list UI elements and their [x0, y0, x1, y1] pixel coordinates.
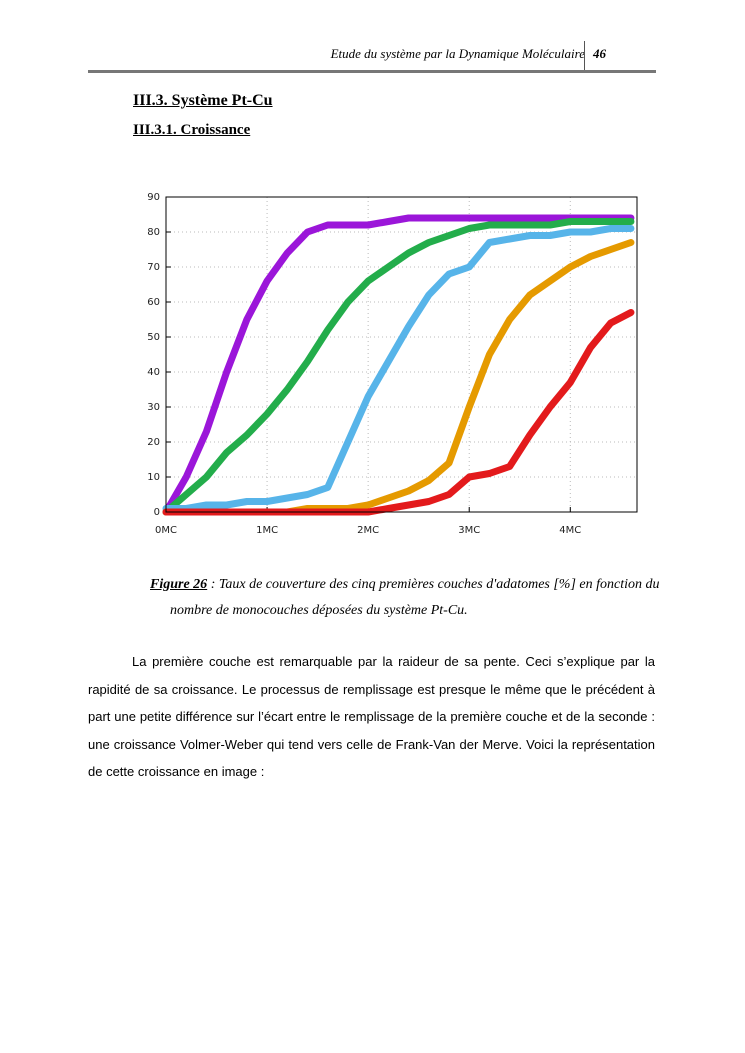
data-line — [162, 218, 635, 516]
y-tick-label: 60 — [147, 297, 160, 308]
x-tick-label: 2MC — [357, 525, 379, 536]
separator — [584, 41, 585, 70]
data-line — [162, 225, 635, 512]
y-tick-label: 70 — [147, 262, 160, 273]
y-tick-label: 80 — [147, 227, 160, 238]
y-tick-label: 30 — [147, 402, 160, 413]
figure-caption: Figure 26 : Taux de couverture des cinq … — [150, 572, 670, 624]
x-tick-label: 4MC — [559, 525, 581, 536]
page-number: 46 — [593, 46, 606, 61]
running-header: Etude du système par la Dynamique Molécu… — [330, 46, 585, 61]
plot-frame — [165, 196, 638, 513]
caption-label: Figure 26 — [150, 577, 208, 592]
section-heading: III.3. Système Pt-Cu — [133, 92, 273, 109]
data-line — [162, 214, 635, 516]
y-tick-label: 40 — [147, 367, 160, 378]
x-tick-label: 3MC — [458, 525, 480, 536]
chart: 0 10 20 30 40 50 60 70 80 90 0MC 1MC 2MC 3MC 4MC — [147, 192, 638, 536]
y-tick-label: 90 — [147, 192, 160, 203]
x-tick-label: 0MC — [155, 525, 177, 536]
header-rule — [88, 70, 656, 73]
y-tick-label: 0 — [154, 507, 160, 518]
subsection-heading: III.3.1. Croissance — [133, 122, 251, 138]
y-tick-label: 20 — [147, 437, 160, 448]
data-line — [162, 239, 635, 516]
caption-text: : Taux de couverture des cinq premières … — [170, 577, 660, 618]
y-tick-label: 10 — [147, 472, 160, 483]
y-tick-label: 50 — [147, 332, 160, 343]
body-paragraph: La première couche est remarquable par l… — [88, 654, 655, 779]
x-tick-label: 1MC — [256, 525, 278, 536]
